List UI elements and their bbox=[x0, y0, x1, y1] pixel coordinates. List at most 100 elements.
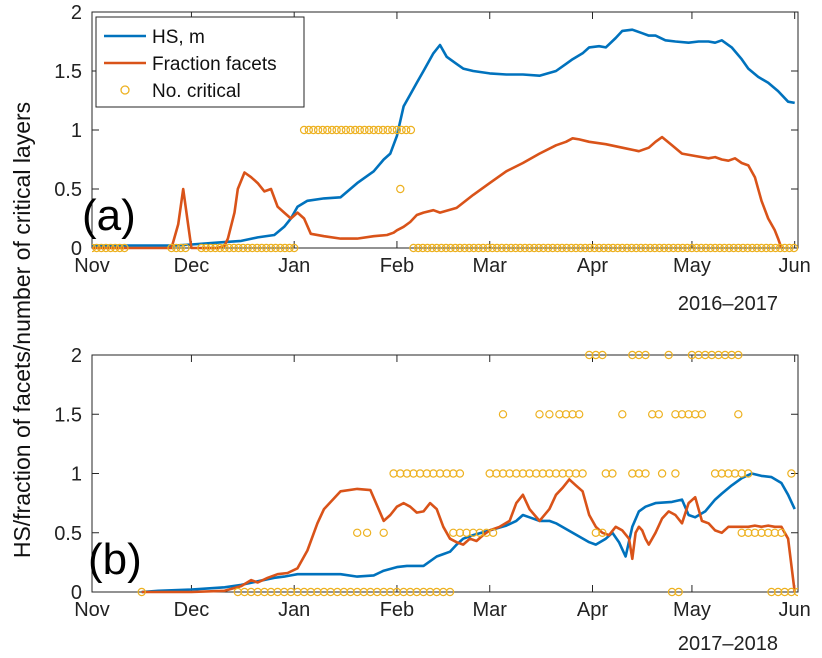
critical-point bbox=[738, 243, 748, 253]
critical-point bbox=[290, 243, 299, 253]
critical-point bbox=[337, 125, 346, 135]
critical-point bbox=[764, 528, 773, 538]
critical-point bbox=[683, 243, 692, 253]
critical-point bbox=[351, 125, 360, 135]
critical-point bbox=[167, 243, 176, 253]
critical-point bbox=[743, 243, 752, 253]
critical-point bbox=[285, 243, 294, 253]
critical-point bbox=[571, 243, 581, 253]
season-label: 2016–2017 bbox=[678, 293, 778, 315]
critical-point bbox=[427, 243, 437, 253]
critical-point bbox=[534, 243, 544, 253]
critical-point bbox=[341, 125, 351, 135]
x-tick-label: Jan bbox=[278, 255, 310, 277]
critical-point bbox=[543, 243, 553, 253]
critical-point bbox=[432, 243, 441, 253]
critical-point bbox=[176, 243, 185, 253]
critical-point bbox=[671, 410, 680, 419]
critical-point bbox=[787, 469, 796, 478]
critical-point bbox=[201, 243, 211, 253]
critical-point bbox=[369, 125, 378, 135]
critical-point bbox=[266, 243, 276, 253]
critical-point bbox=[561, 410, 571, 419]
x-tick-label: Jan bbox=[278, 599, 310, 621]
critical-point bbox=[724, 243, 734, 253]
critical-point bbox=[539, 243, 548, 253]
critical-point bbox=[585, 350, 594, 360]
critical-point bbox=[299, 125, 309, 135]
panel-a: Nov Dec Jan Feb Mar Apr May Jun 0 0.5 1 1.5 2 (a) 2016… bbox=[54, 2, 811, 315]
critical-point bbox=[604, 243, 613, 253]
critical-point bbox=[618, 410, 627, 419]
critical-point bbox=[171, 243, 181, 253]
critical-point bbox=[715, 243, 725, 253]
critical-point bbox=[137, 587, 146, 597]
critical-point bbox=[497, 243, 506, 253]
critical-point bbox=[634, 469, 644, 478]
critical-point bbox=[780, 243, 789, 253]
critical-point bbox=[752, 243, 762, 253]
critical-point bbox=[581, 243, 590, 253]
critical-point bbox=[748, 243, 757, 253]
y-tick-label: 0 bbox=[71, 238, 82, 260]
critical-point bbox=[520, 243, 530, 253]
critical-point bbox=[437, 243, 446, 253]
critical-point bbox=[641, 350, 650, 360]
x-tick-label: Jun bbox=[779, 599, 811, 621]
critical-point bbox=[673, 243, 683, 253]
critical-point bbox=[771, 243, 780, 253]
critical-point bbox=[502, 243, 511, 253]
critical-point bbox=[545, 469, 554, 478]
critical-point bbox=[553, 243, 562, 253]
y-tick-label: 1.5 bbox=[54, 404, 82, 426]
critical-point bbox=[215, 243, 225, 253]
critical-point bbox=[397, 125, 406, 135]
critical-point bbox=[706, 243, 715, 253]
critical-point bbox=[641, 243, 650, 253]
hs-line bbox=[141, 472, 796, 594]
critical-point bbox=[498, 410, 508, 419]
legend-critical-swatch bbox=[120, 85, 130, 95]
critical-point bbox=[720, 243, 729, 253]
critical-point bbox=[92, 243, 97, 253]
critical-point bbox=[97, 243, 106, 253]
critical-point bbox=[766, 243, 776, 253]
critical-point bbox=[724, 469, 733, 478]
critical-point bbox=[664, 350, 673, 360]
y-tick-label: 0.5 bbox=[54, 523, 82, 545]
critical-point bbox=[115, 243, 125, 253]
critical-point bbox=[442, 469, 451, 478]
x-tick-label: Mar bbox=[473, 599, 508, 621]
critical-point bbox=[455, 243, 465, 253]
critical-point bbox=[248, 243, 257, 253]
critical-point bbox=[714, 350, 723, 360]
x-tick-label: Mar bbox=[473, 255, 508, 277]
critical-point bbox=[409, 243, 418, 253]
critical-point bbox=[353, 528, 362, 538]
critical-point bbox=[636, 243, 646, 253]
x-tick-label: Nov bbox=[74, 255, 110, 277]
x-tick-label: Jun bbox=[779, 255, 811, 277]
y-tick-label: 0 bbox=[71, 582, 82, 604]
critical-point bbox=[304, 125, 313, 135]
x-tick-label: May bbox=[673, 255, 711, 277]
critical-point bbox=[729, 243, 738, 253]
critical-point bbox=[271, 243, 280, 253]
critical-point bbox=[632, 243, 641, 253]
critical-point bbox=[671, 469, 680, 478]
panel-label: (a) bbox=[82, 191, 136, 240]
critical-point bbox=[511, 243, 520, 253]
critical-point bbox=[211, 243, 220, 253]
critical-point bbox=[257, 243, 266, 253]
x-tick-label: Dec bbox=[174, 255, 210, 277]
critical-point bbox=[388, 125, 397, 135]
critical-point bbox=[327, 125, 337, 135]
critical-point bbox=[506, 243, 516, 253]
critical-point bbox=[576, 243, 585, 253]
y-tick-label: 1 bbox=[71, 120, 82, 142]
critical-point bbox=[677, 410, 687, 419]
critical-point bbox=[659, 243, 669, 253]
plot-area bbox=[92, 28, 798, 253]
critical-point bbox=[558, 469, 567, 478]
critical-point bbox=[598, 350, 607, 360]
